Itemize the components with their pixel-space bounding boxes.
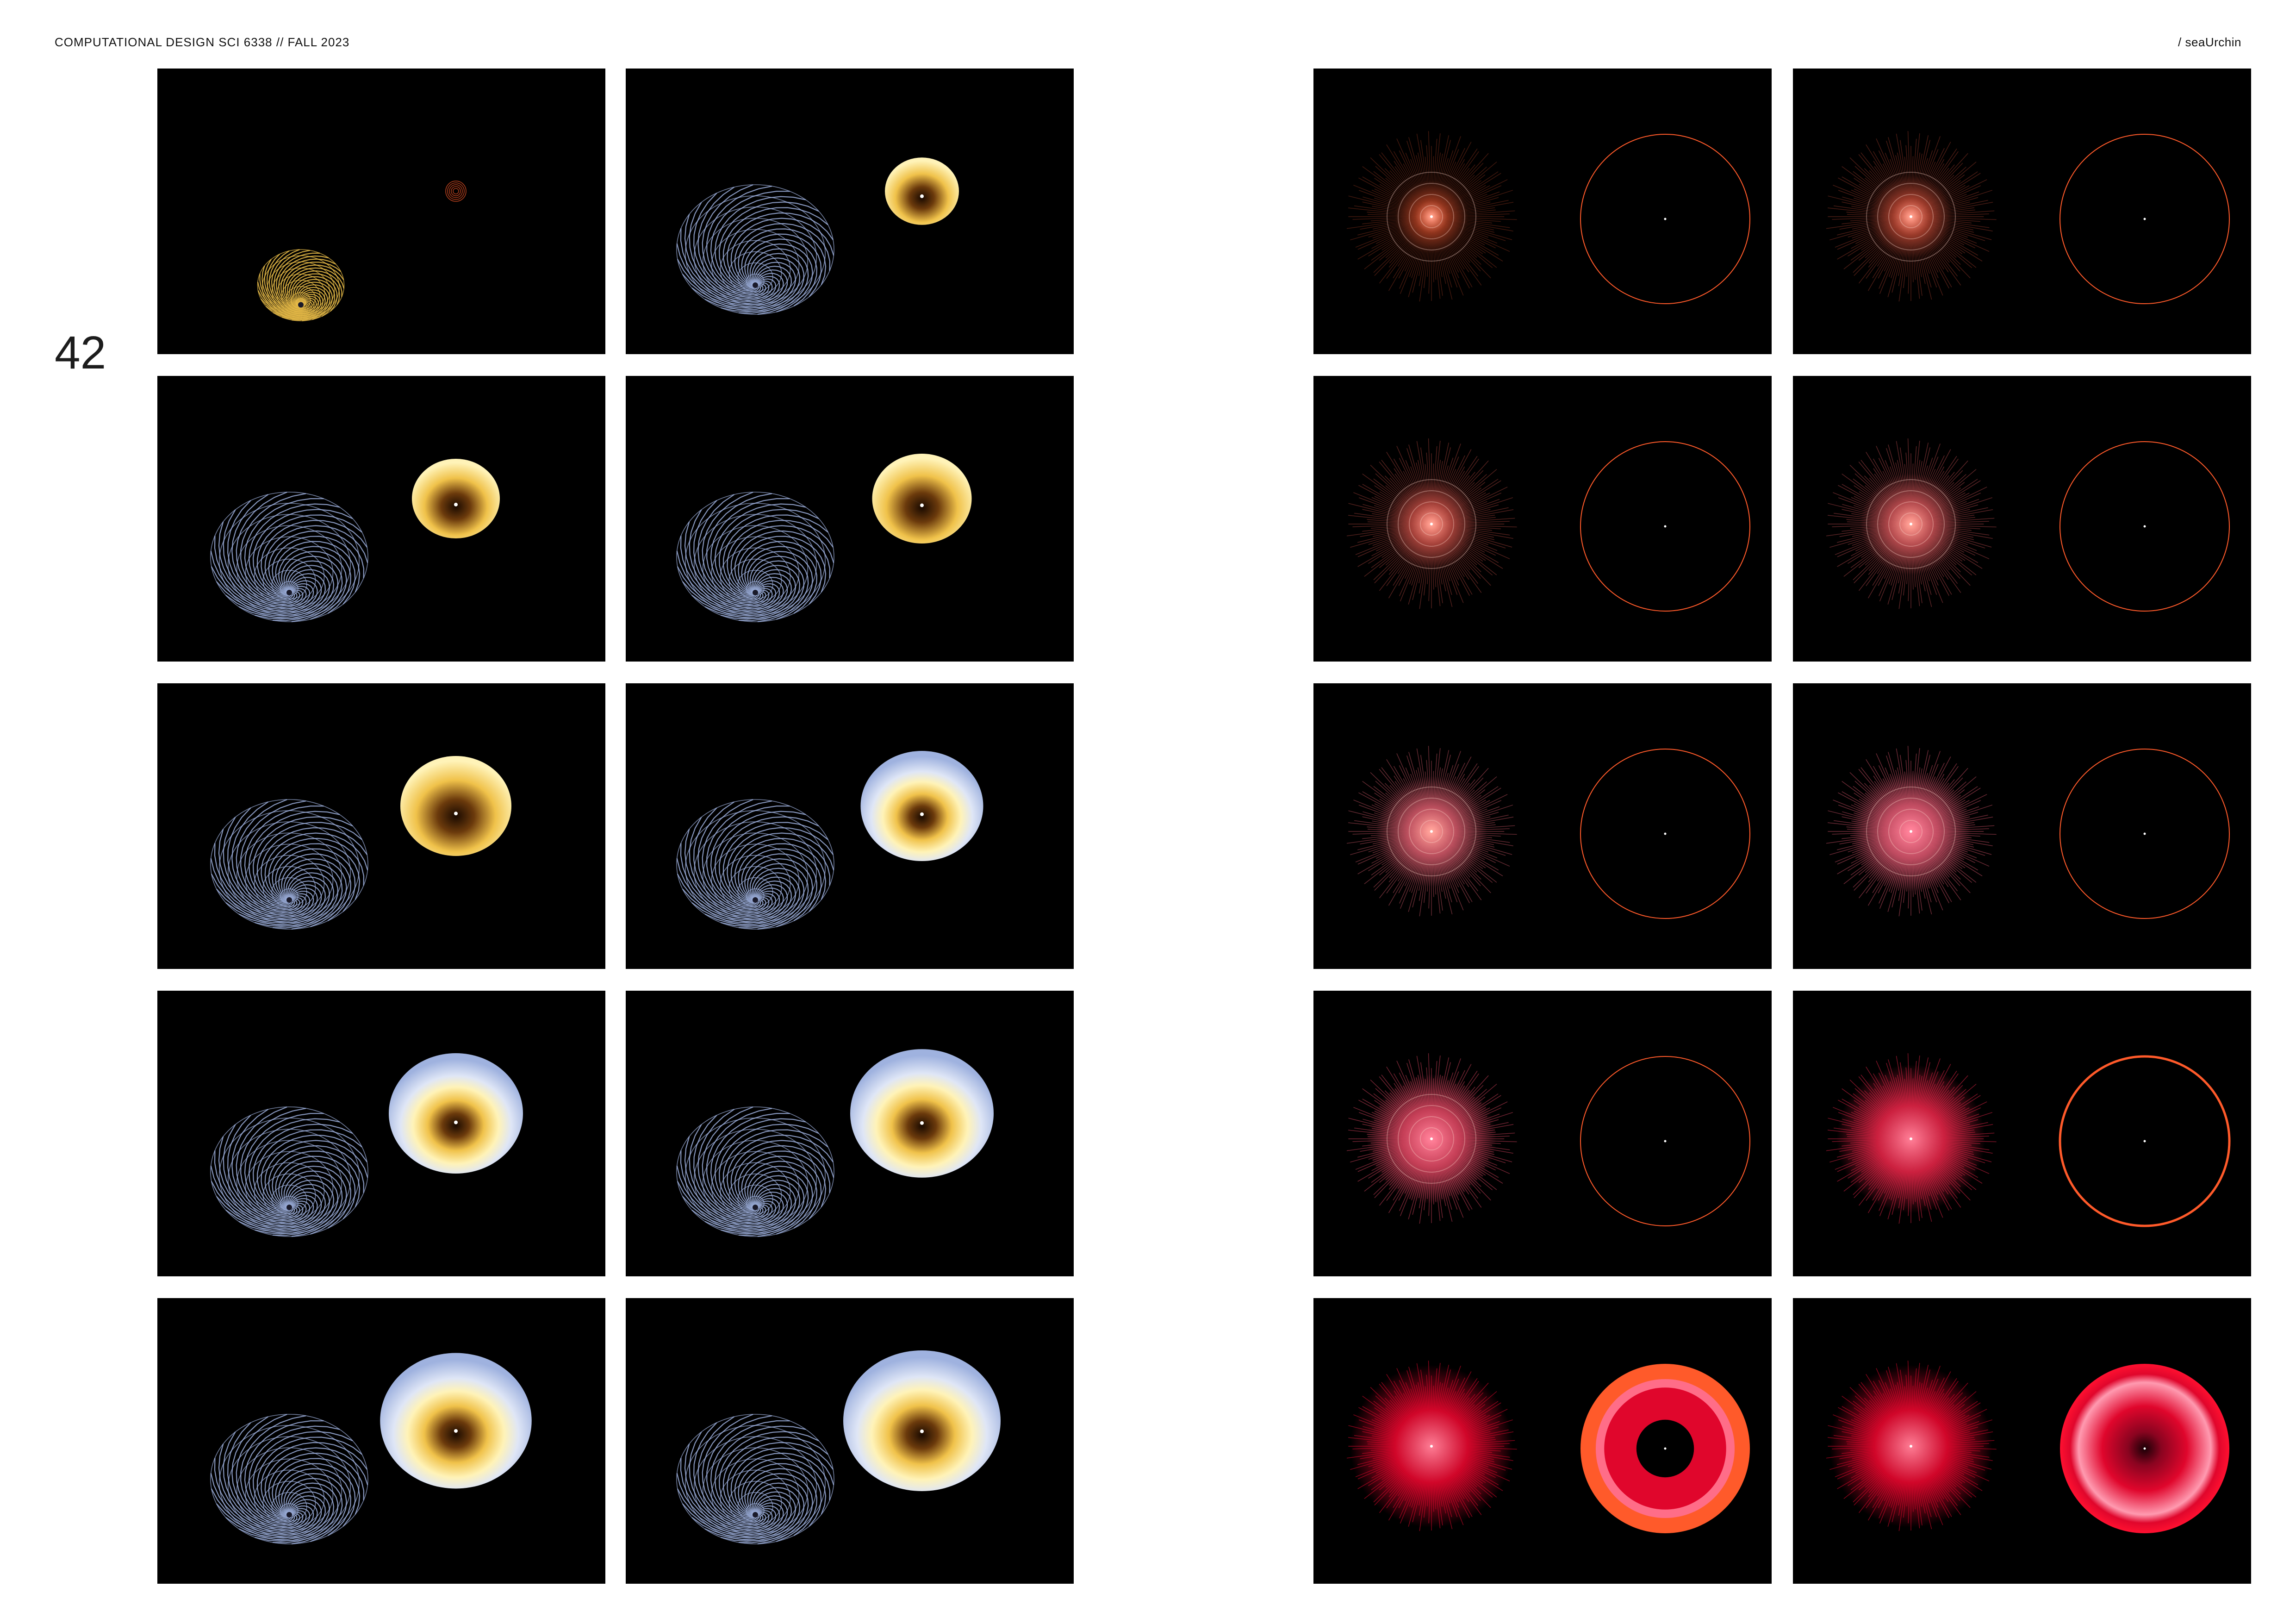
urchin-frame-render (1826, 746, 2230, 919)
urchin-body (1826, 1361, 1997, 1531)
outline-ring (1580, 1364, 1750, 1533)
vortex-frame-render (676, 1350, 1001, 1544)
urchin-body (1346, 131, 1517, 302)
bowl-center (920, 1429, 924, 1433)
bowl-shape (380, 1353, 532, 1489)
urchin-frame-render (1826, 438, 2230, 612)
urchin-frame-render (1826, 1361, 2229, 1533)
vortex-frame-render (676, 454, 972, 622)
vortex-frame-render (257, 181, 467, 322)
urchin-body (1826, 438, 1997, 609)
bowl-center (920, 1121, 924, 1125)
urchin-body (1346, 746, 1517, 917)
urchin-frame-render (1346, 1053, 1750, 1226)
urchin-frame (1313, 376, 1772, 662)
vortex-frame-render (676, 157, 959, 315)
vortex-frame (626, 69, 1074, 354)
urchin-frame (1793, 683, 2251, 969)
vortex-spiral (210, 1414, 368, 1544)
vortex-frame-render (210, 459, 500, 622)
project-label: / seaUrchin (2178, 35, 2241, 49)
urchin-frame (1313, 683, 1772, 969)
bowl-center (920, 812, 924, 816)
vortex-frame-render (676, 751, 983, 930)
outline-ring (1580, 441, 1750, 612)
outline-ring (2060, 441, 2230, 612)
outline-ring (2060, 749, 2230, 919)
urchin-frame (1313, 69, 1772, 354)
bowl-center (920, 194, 924, 198)
vortex-frame-render (676, 1049, 994, 1237)
urchin-frame-render (1346, 131, 1750, 304)
vortex-frame (157, 1298, 605, 1584)
urchin-frame (1313, 991, 1772, 1276)
urchin-frame (1793, 991, 2251, 1276)
bowl-shape (872, 454, 972, 543)
vortex-spiral (210, 492, 368, 622)
urchin-frame (1793, 1298, 2251, 1584)
outline-ring (2059, 1055, 2231, 1227)
vortex-frame (626, 1298, 1074, 1584)
urchin-frame-render (1346, 438, 1750, 612)
bowl-shape (860, 751, 983, 861)
vortex-spiral (210, 799, 368, 930)
outline-ring (1580, 134, 1750, 304)
bowl-center (454, 812, 458, 816)
vortex-spiral (676, 492, 834, 622)
vortex-frame-render (210, 1353, 532, 1544)
outline-ring (2060, 1364, 2229, 1533)
bowl-center (454, 502, 458, 506)
outline-ring (1580, 1056, 1750, 1226)
urchin-body (1826, 1053, 1997, 1224)
bowl-center (454, 1120, 458, 1124)
seed-dot (445, 181, 467, 202)
vortex-frame (157, 683, 605, 969)
bowl-center (454, 1429, 458, 1433)
bowl-shape (885, 157, 959, 225)
vortex-frame (157, 376, 605, 662)
urchin-body (1826, 131, 1997, 302)
vortex-frame (157, 991, 605, 1276)
vortex-spiral (676, 1106, 834, 1237)
vortex-frame (626, 683, 1074, 969)
bowl-shape (412, 459, 500, 538)
vortex-spiral (257, 249, 345, 322)
urchin-frame-render (1346, 746, 1750, 919)
outline-ring (1580, 749, 1750, 919)
urchin-body (1346, 1053, 1517, 1224)
urchin-frame-render (1826, 131, 2230, 304)
vortex-frame (626, 991, 1074, 1276)
vortex-frame-render (210, 756, 511, 930)
bowl-shape (843, 1350, 1001, 1491)
vortex-spiral (676, 1414, 834, 1544)
urchin-body (1346, 438, 1517, 609)
urchin-frame-render (1346, 1361, 1750, 1533)
vortex-frame (157, 69, 605, 354)
vortex-frame (626, 376, 1074, 662)
outline-ring (2060, 134, 2230, 304)
bowl-center (920, 503, 924, 507)
urchin-frame (1793, 69, 2251, 354)
urchin-body (1826, 746, 1997, 917)
urchin-body (1346, 1361, 1517, 1531)
vortex-frame-render (210, 1053, 523, 1237)
vortex-spiral (676, 799, 834, 930)
bowl-shape (389, 1053, 523, 1174)
bowl-shape (400, 756, 511, 856)
vortex-spiral (676, 184, 834, 315)
vortex-spiral (210, 1106, 368, 1237)
bowl-shape (850, 1049, 994, 1178)
urchin-frame-render (1826, 1053, 2231, 1227)
urchin-frame (1313, 1298, 1772, 1584)
course-header: COMPUTATIONAL DESIGN SCI 6338 // FALL 20… (55, 35, 350, 49)
urchin-frame (1793, 376, 2251, 662)
page-number: 42 (55, 327, 106, 379)
